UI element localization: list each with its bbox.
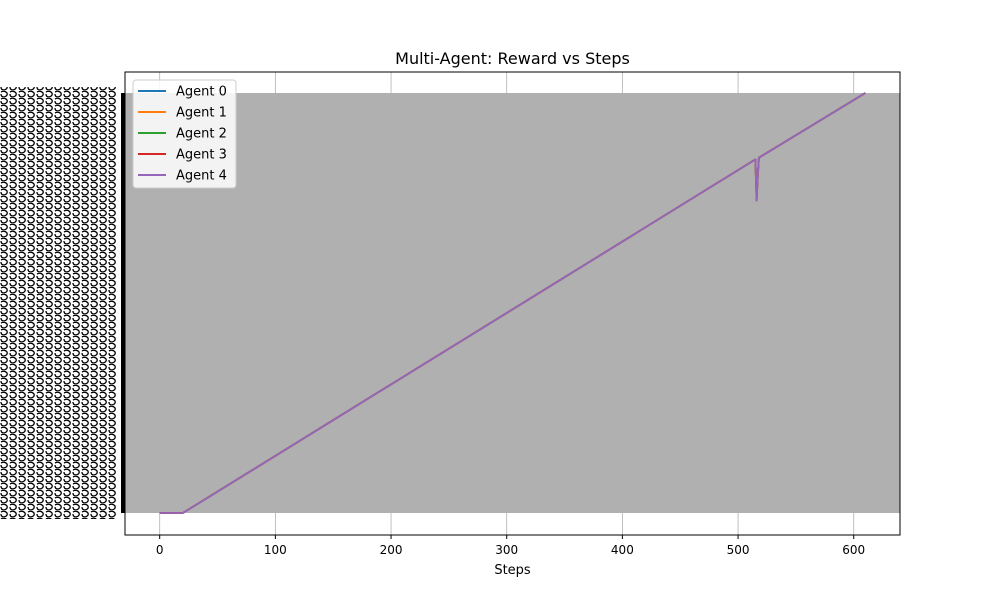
x-axis-label: Steps [494,563,531,578]
plot-area: 0 100 200 300 400 500 600 Agent 0 Agent 1 Agent 2… [0,71,901,557]
series-line-agent-4 [159,92,866,514]
legend-label: Agent 1 [176,106,227,121]
x-tick-label: 100 [264,543,287,557]
x-tick-label: 400 [611,543,634,557]
x-tick-label: 600 [842,543,865,557]
legend-label: Agent 4 [176,169,227,184]
y-gridline-band [125,93,900,513]
y-tick-labels-overlapping [0,87,116,519]
legend-box [132,79,237,189]
chart-title: Multi-Agent: Reward vs Steps [395,49,630,68]
x-tick-label: 300 [495,543,518,557]
legend-label: Agent 0 [176,85,227,100]
x-tick-label: 200 [380,543,403,557]
legend-label: Agent 2 [176,127,227,142]
x-tick-label: 500 [727,543,750,557]
x-tick-label: 0 [156,543,164,557]
y-tick-block [121,93,125,513]
legend-label: Agent 3 [176,148,227,163]
